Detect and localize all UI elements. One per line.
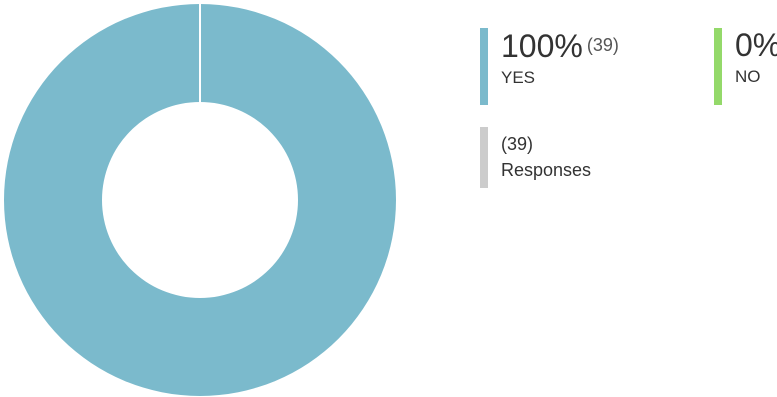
legend-label-yes: YES	[501, 68, 536, 87]
legend-percent-yes: 100% (39)	[501, 28, 619, 63]
legend-item-total-responses: (39) Responses	[480, 127, 591, 189]
legend-item-no: 0% NO	[714, 28, 777, 106]
legend-swatch-total	[480, 127, 488, 188]
legend-percent-yes-value: 100%	[501, 28, 583, 64]
legend-swatch-no	[714, 28, 722, 105]
legend-item-yes: 100% (39) YES	[480, 28, 619, 106]
legend-label-no: NO	[735, 67, 761, 86]
legend-swatch-yes	[480, 28, 488, 105]
total-responses-label: Responses	[501, 160, 592, 180]
donut-chart	[4, 3, 396, 396]
donut-slice-yes	[4, 4, 396, 396]
total-responses-count: (39)	[501, 134, 534, 154]
legend-percent-no: 0%	[735, 27, 777, 63]
legend-count-yes: (39)	[586, 35, 619, 55]
